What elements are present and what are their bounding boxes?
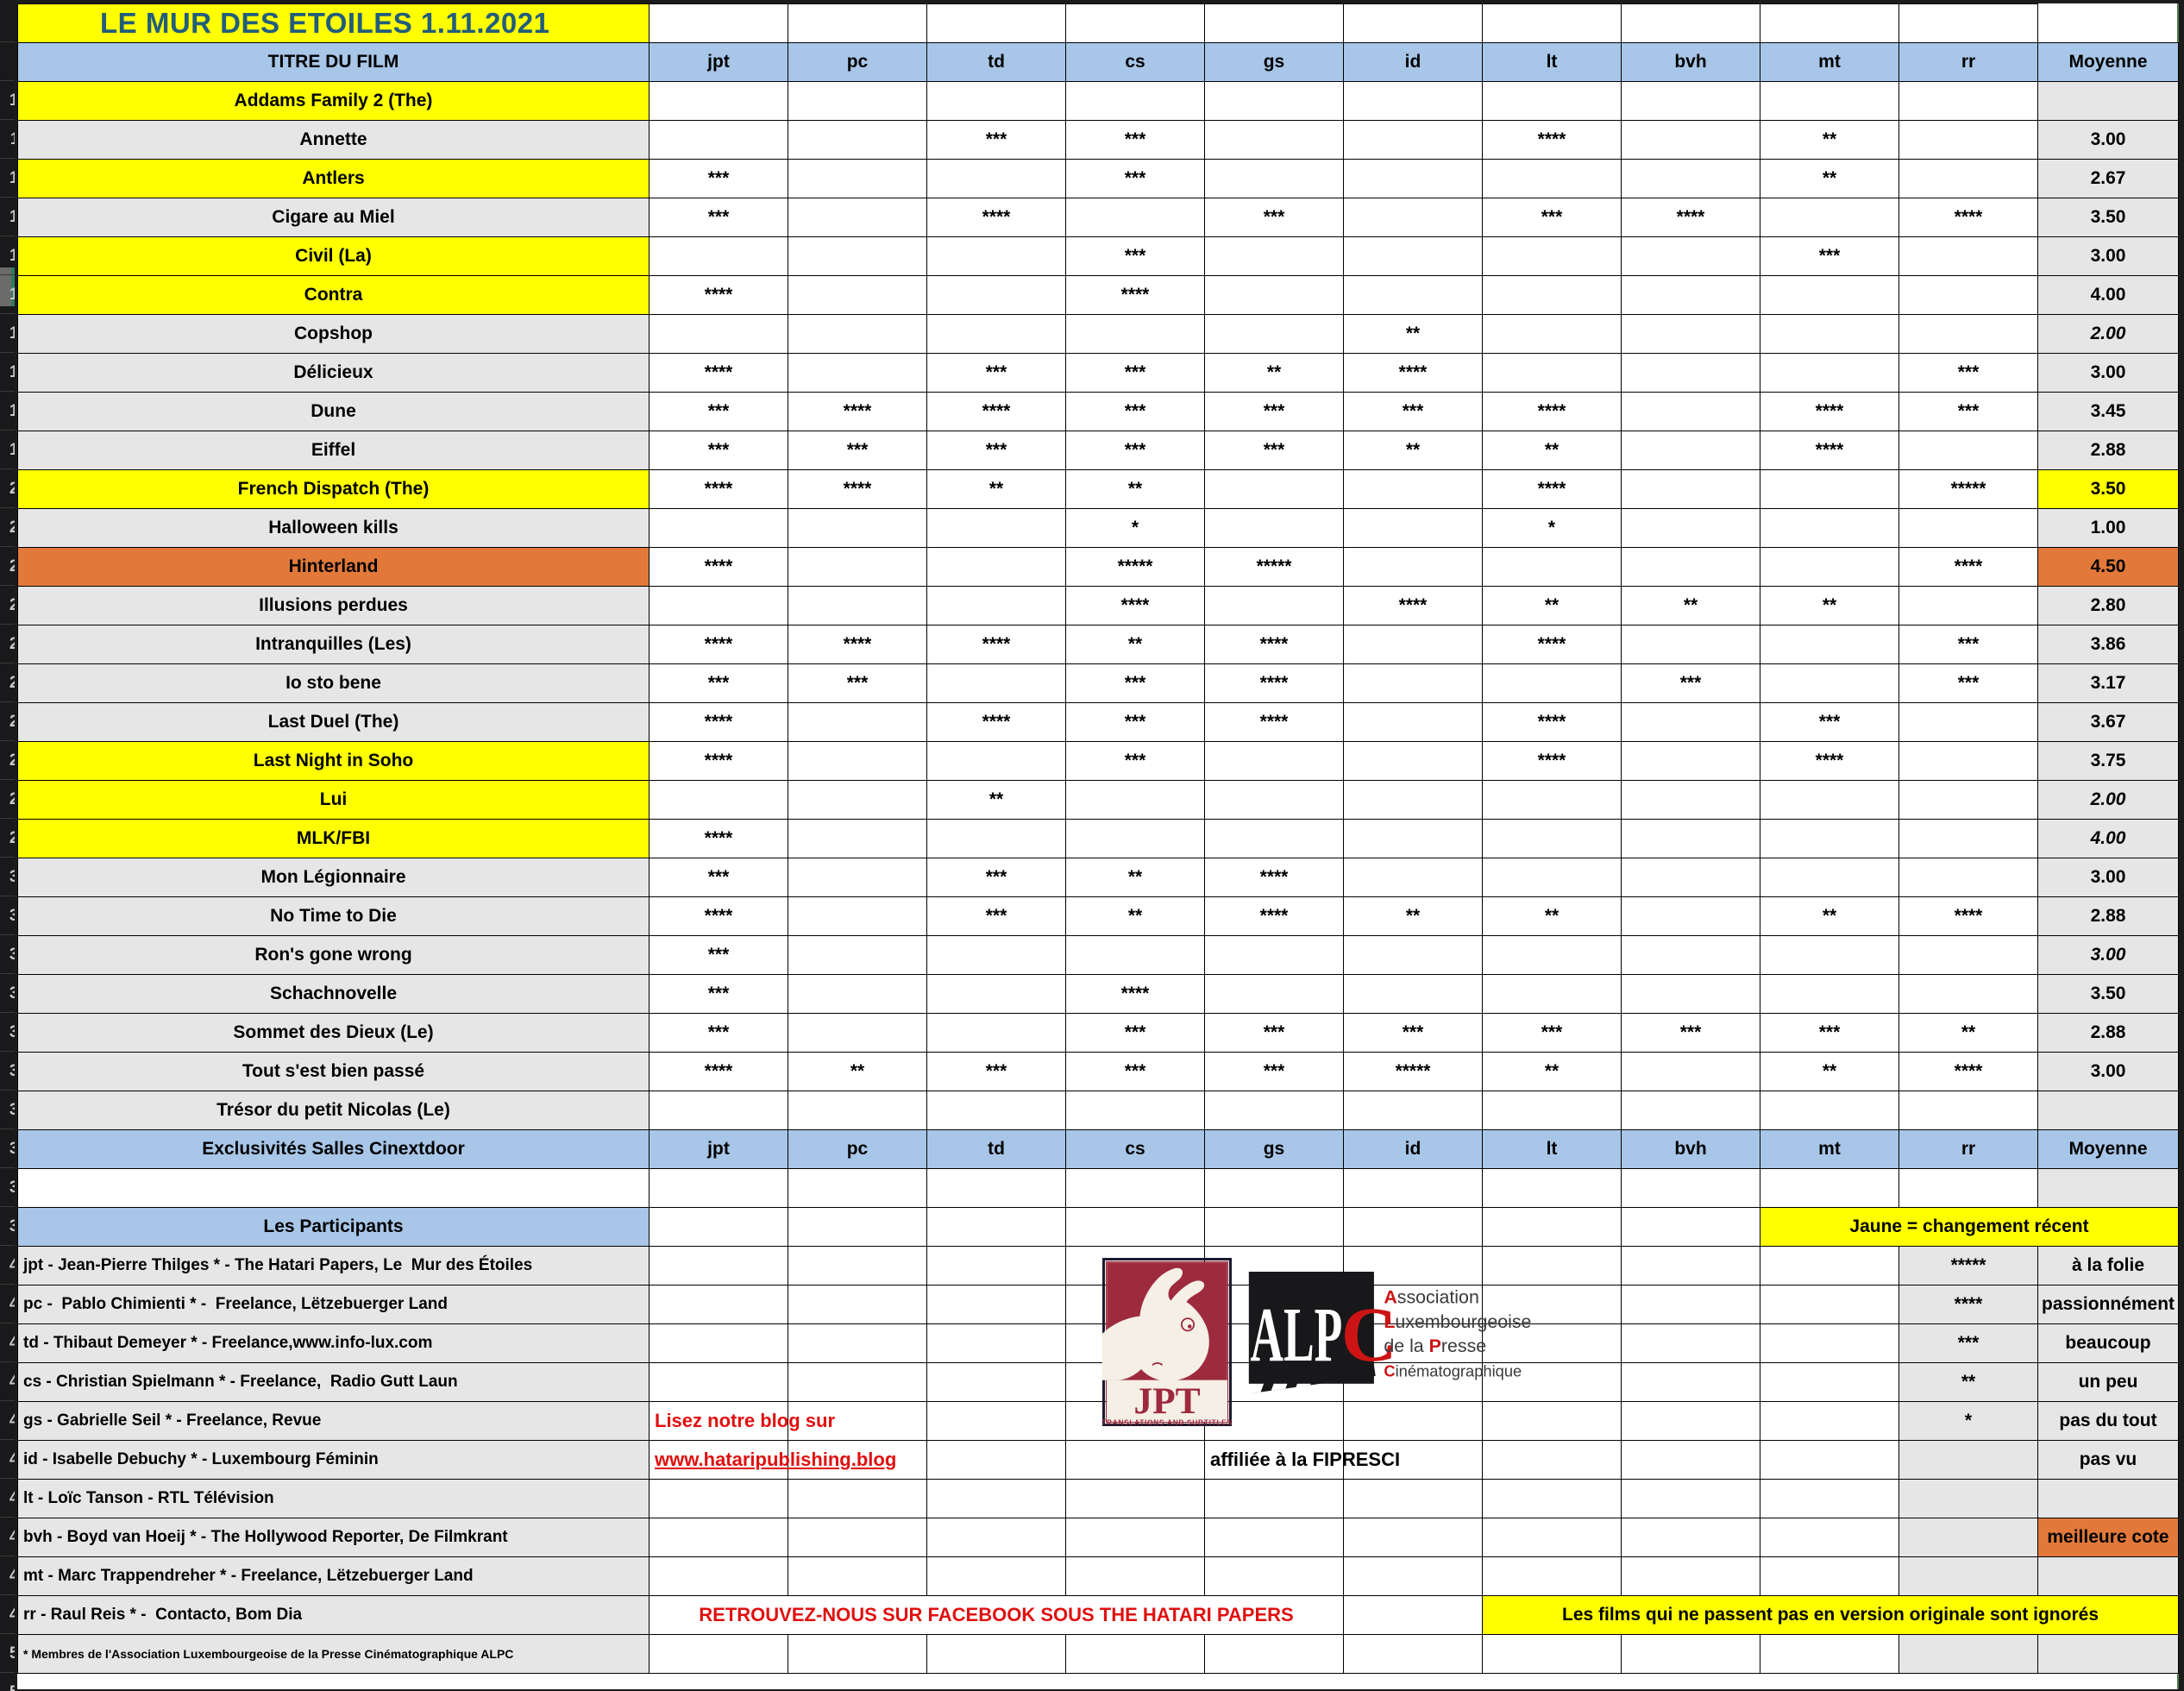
svg-text:de la Presse: de la Presse	[1384, 1336, 1486, 1356]
svg-text:ALP: ALP	[1250, 1292, 1342, 1378]
svg-text:Luxembourgeoise: Luxembourgeoise	[1384, 1311, 1531, 1332]
svg-text:Cinématographique: Cinématographique	[1384, 1361, 1522, 1380]
svg-text:TRANSLATIONS AND SUBTITLES: TRANSLATIONS AND SUBTITLES	[1102, 1419, 1232, 1427]
svg-text:Association: Association	[1384, 1287, 1479, 1308]
svg-text:JPT: JPT	[1133, 1380, 1200, 1422]
